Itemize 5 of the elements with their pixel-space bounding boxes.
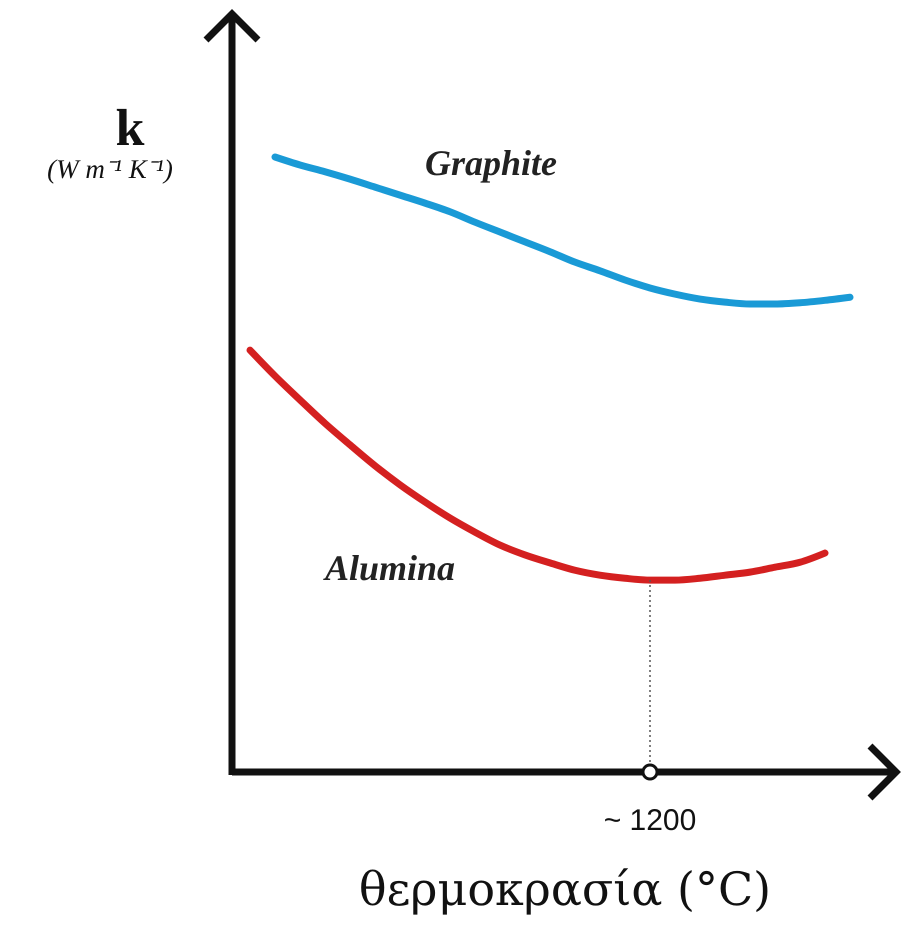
text: ~ 1200 — [604, 804, 696, 837]
y-axis-title: k (W m⁻¹ K⁻¹) — [47, 100, 173, 184]
series-label: Alumina — [323, 548, 456, 588]
series-label: Graphite — [425, 143, 558, 184]
x-axis-title: θερμοκρασία (°C) — [358, 862, 772, 916]
